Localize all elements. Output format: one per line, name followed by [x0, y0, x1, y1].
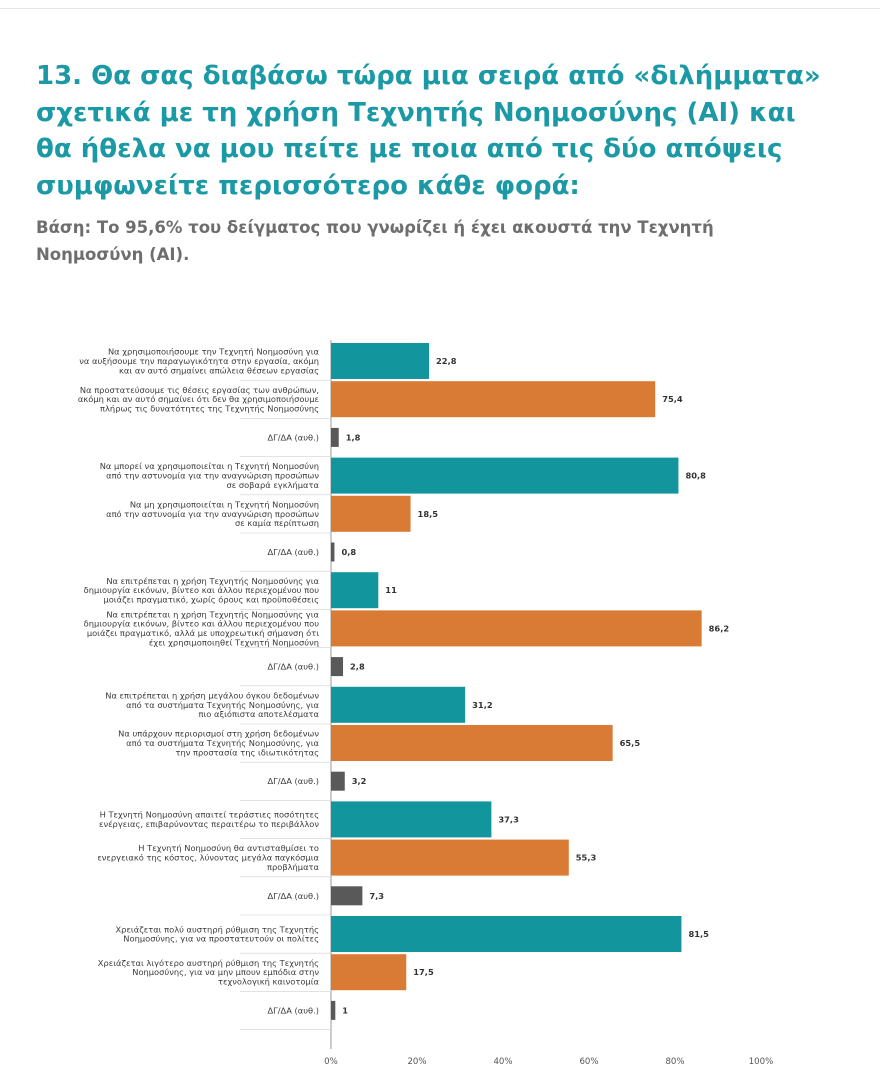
data-label: 3,2 — [352, 776, 367, 786]
category-label: πιο αξιόπιστα αποτελέσματα — [198, 709, 319, 719]
x-tick-label: 80% — [665, 1057, 684, 1067]
category-label: Η Τεχνητή Νοημοσύνη θα αντισταθμίσει το — [138, 843, 319, 853]
data-label: 22,8 — [436, 356, 457, 366]
category-label: δημιουργία εικόνων, βίντεο και άλλου περ… — [84, 585, 320, 595]
category-label: Να χρησιμοποιήσουμε την Τεχνητή Νοημοσύν… — [108, 347, 320, 357]
category-label: Να μη χρησιμοποιείται η Τεχνητή Νοημοσύν… — [130, 499, 319, 509]
category-label: μοιάζει πραγματικό, χωρίς όρους και προϋ… — [103, 595, 319, 605]
category-label: ΔΓ/ΔΑ (αυθ.) — [267, 662, 319, 672]
category-label: ΔΓ/ΔΑ (αυθ.) — [267, 547, 319, 557]
bar — [331, 427, 339, 447]
bar — [331, 916, 682, 952]
category-label: σε σοβαρά εγκλήματα — [226, 480, 319, 490]
bar — [331, 801, 492, 838]
category-label: δημιουργία εικόνων, βίντεο και άλλου περ… — [84, 619, 320, 629]
data-label: 18,5 — [418, 509, 439, 519]
bar — [331, 725, 613, 761]
data-label: 80,8 — [685, 471, 706, 481]
category-label: Να υπάρχουν περιορισμοί στη χρήση δεδομέ… — [118, 729, 319, 739]
category-label: πλήρως τις δυνατότητες της Τεχνητής Νοημ… — [100, 404, 319, 414]
bar — [331, 839, 569, 876]
category-label: Χρειάζεται λιγότερο αυστηρή ρύθμιση της … — [98, 958, 319, 968]
x-tick-label: 60% — [579, 1057, 598, 1067]
category-label: ΔΓ/ΔΑ (αυθ.) — [267, 891, 319, 901]
data-label: 55,3 — [576, 853, 597, 863]
category-label: τεχνολογική καινοτομία — [218, 977, 320, 987]
category-label: Να μπορεί να χρησιμοποιείται η Τεχνητή Ν… — [100, 461, 319, 471]
category-label: μοιάζει πραγματικό, αλλά με υποχρεωτική … — [87, 628, 319, 638]
category-label: ΔΓ/ΔΑ (αυθ.) — [267, 776, 319, 786]
category-label: ενεργειακό της κόστος, λύνοντας μεγάλα π… — [97, 853, 319, 863]
category-label: από τα συστήματα Τεχνητής Νοημοσύνης, γι… — [126, 738, 319, 748]
category-label: έχει χρησιμοποιηθεί Τεχνητή Νοημοσύνη — [149, 638, 319, 648]
bar — [331, 343, 430, 379]
bar — [331, 542, 335, 562]
x-tick-label: 0% — [324, 1057, 338, 1067]
data-label: 81,5 — [688, 929, 709, 939]
category-label: ενέργειας, επιβαρύνοντας περαιτέρω το πε… — [99, 819, 319, 829]
category-label: από την αστυνομία για την αναγνώριση προ… — [106, 509, 319, 519]
data-label: 65,5 — [620, 738, 641, 748]
x-tick-label: 100% — [749, 1057, 774, 1067]
category-label: ΔΓ/ΔΑ (αυθ.) — [267, 1005, 319, 1015]
bar — [331, 686, 466, 723]
data-label: 11 — [385, 585, 397, 595]
category-label: ακόμη και αν αυτό σημαίνει ότι δεν θα χρ… — [78, 394, 319, 404]
category-label: προβλήματα — [267, 862, 320, 872]
data-label: 1 — [342, 1005, 348, 1015]
data-label: 2,8 — [350, 662, 365, 672]
bar — [331, 457, 679, 494]
bar — [331, 572, 379, 609]
category-label: από την αστυνομία για την αναγνώριση προ… — [106, 471, 319, 481]
bar — [331, 1000, 336, 1020]
data-label: 86,2 — [709, 623, 730, 633]
data-label: 75,4 — [662, 394, 683, 404]
bar — [331, 657, 344, 677]
chart-title: 13. Θα σας διαβάσω τώρα μια σειρά από «δ… — [36, 61, 821, 201]
category-label: Να επιτρέπεται η χρήση μεγάλου όγκου δεδ… — [105, 690, 319, 700]
category-label: ΔΓ/ΔΑ (αυθ.) — [267, 432, 319, 442]
top-divider — [0, 8, 880, 9]
bar — [331, 771, 345, 791]
bar — [331, 610, 702, 647]
data-label: 1,8 — [346, 432, 361, 442]
category-label: Νοημοσύνης, για να μην μπουν εμπόδια στη… — [132, 967, 319, 977]
data-label: 31,2 — [472, 700, 493, 710]
category-label: την προστασία της ιδιωτικότητας — [175, 747, 319, 757]
category-label: Νοημοσύνης, για να προστατευτούν οι πολί… — [123, 934, 319, 944]
chart-subtitle: Βάση: Το 95,6% του δείγματος που γνωρίζε… — [36, 218, 714, 264]
data-label: 37,3 — [498, 814, 519, 824]
category-label: Να επιτρέπεται η χρήση Τεχνητής Νοημοσύν… — [106, 576, 319, 586]
category-label: Η Τεχνητή Νοημοσύνη απαιτεί τεράστιες πο… — [100, 810, 320, 820]
category-label: να αυξήσουμε την παραγωγικότητα στην εργ… — [79, 356, 319, 366]
bar — [331, 495, 411, 532]
category-label: και αν αυτό σημαίνει απώλεια θέσεων εργα… — [119, 365, 319, 375]
category-label: από τα συστήματα Τεχνητής Νοημοσύνης, γι… — [126, 700, 319, 710]
bar — [331, 381, 656, 418]
category-label: Να επιτρέπεται η χρήση Τεχνητής Νοημοσύν… — [106, 609, 319, 619]
data-label: 7,3 — [369, 891, 384, 901]
bar — [331, 954, 407, 991]
x-tick-label: 20% — [407, 1057, 426, 1067]
data-label: 0,8 — [341, 547, 356, 557]
category-label: Να προστατεύσουμε τις θέσεις εργασίας τω… — [80, 385, 319, 395]
data-label: 17,5 — [413, 967, 434, 977]
x-tick-label: 40% — [493, 1057, 512, 1067]
category-label: σε καμία περίπτωση — [235, 518, 319, 528]
bar — [331, 886, 363, 906]
category-label: Χρειάζεται πολύ αυστηρή ρύθμιση της Τεχν… — [116, 924, 320, 934]
